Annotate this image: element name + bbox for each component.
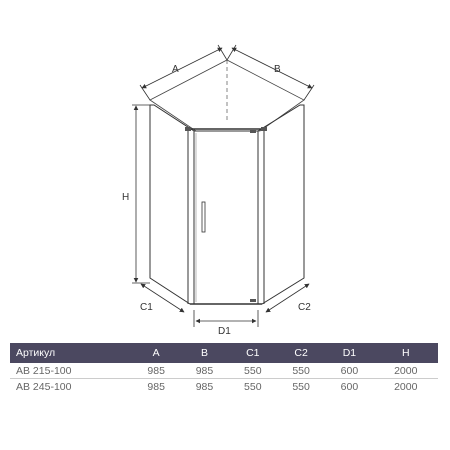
- dimension-d1: [193, 310, 259, 327]
- cell-b: 985: [180, 363, 229, 379]
- table-row: AB 245-100 985 985 550 550 600 2000: [10, 379, 438, 395]
- header-c1: C1: [228, 343, 277, 363]
- label-c2: C2: [298, 302, 311, 313]
- cell-a: 985: [147, 380, 165, 393]
- spec-table: Артикул A B C1 C2 D1 H AB 215-100 985 98…: [10, 343, 438, 394]
- cell-article: AB 215-100: [10, 363, 132, 379]
- cell-h: 2000: [394, 380, 418, 393]
- label-c1: C1: [140, 302, 153, 313]
- door-hinges: [185, 127, 267, 302]
- header-a: A: [132, 343, 181, 363]
- door-handle: [201, 201, 206, 233]
- cell-d1: 600: [340, 380, 359, 393]
- dimension-c1: [140, 283, 185, 313]
- table-header-row: Артикул A B C1 C2 D1 H: [10, 343, 438, 363]
- dimension-b: [226, 44, 315, 101]
- cell-a: 985: [132, 363, 181, 379]
- header-h: H: [373, 343, 438, 363]
- header-d1: D1: [325, 343, 374, 363]
- cell-c2: 550: [292, 380, 310, 393]
- cell-article: AB 245-100: [16, 380, 72, 393]
- cell-c2: 550: [276, 363, 326, 379]
- dimension-h: [132, 104, 150, 284]
- shower-enclosure-diagram: A B H C1 C2 D1: [122, 44, 315, 337]
- label-d1: D1: [218, 326, 231, 337]
- cell-d1: 600: [325, 363, 374, 379]
- label-a: A: [172, 64, 179, 75]
- header-b: B: [180, 343, 229, 363]
- label-b: B: [274, 64, 281, 75]
- cell-h: 2000: [373, 363, 438, 379]
- label-h: H: [122, 192, 129, 203]
- dimension-c2: [265, 283, 310, 313]
- cell-c1: 550: [228, 363, 277, 379]
- dimension-a: [139, 44, 228, 101]
- header-c2: C2: [276, 343, 326, 363]
- header-article: Артикул: [10, 343, 132, 363]
- enclosure-frame: [149, 104, 305, 305]
- cell-c1: 550: [244, 380, 262, 393]
- cell-b: 985: [195, 380, 214, 393]
- table-row: AB 215-100 985 985 550 550 600 2000: [10, 363, 438, 379]
